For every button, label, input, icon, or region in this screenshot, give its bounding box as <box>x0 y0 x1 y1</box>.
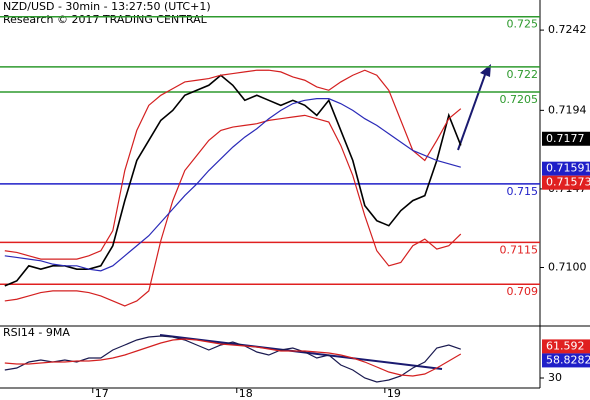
price-tag <box>542 339 590 354</box>
series-line <box>4 98 461 272</box>
series-line <box>4 338 462 377</box>
price-tag <box>542 131 590 146</box>
forecast-arrow <box>457 71 487 151</box>
level-label: 0.7205 <box>500 93 539 106</box>
price-tag-label: 61.592 <box>546 339 585 352</box>
price-tag-label: 58.8282 <box>546 353 590 366</box>
level-label: 0.722 <box>507 68 539 81</box>
series-line <box>4 74 462 287</box>
y-tick-label: 0.7242 <box>548 23 587 36</box>
price-tag <box>542 353 590 368</box>
chart-title: NZD/USD - 30min - 13:27:50 (UTC+1) <box>3 0 211 13</box>
chart-subtitle: Research © 2017 TRADING CENTRAL <box>3 13 208 26</box>
price-tag-label: 0.7177 <box>546 132 585 145</box>
level-label: 0.715 <box>507 185 539 198</box>
price-tag-label: 0.71591 <box>546 162 590 175</box>
series-line <box>4 69 462 260</box>
x-tick-label: 17 <box>95 387 109 400</box>
price-tag <box>542 175 590 190</box>
level-label: 0.709 <box>507 285 539 298</box>
price-tag-label: 0.71573 <box>546 176 590 189</box>
price-tag <box>542 161 590 176</box>
level-label: 0.725 <box>507 18 539 31</box>
level-label: 0.7115 <box>500 243 539 256</box>
rsi-title: RSI14 - 9MA <box>3 326 70 339</box>
series-line <box>4 114 462 307</box>
rsi-trend-line <box>159 334 443 370</box>
y-tick-label: 0.7100 <box>548 260 587 273</box>
x-tick-label: 18 <box>239 387 253 400</box>
y-tick-label: 30 <box>548 371 562 384</box>
x-tick-label: 19 <box>387 387 401 400</box>
y-tick-label: 0.7194 <box>548 103 587 116</box>
